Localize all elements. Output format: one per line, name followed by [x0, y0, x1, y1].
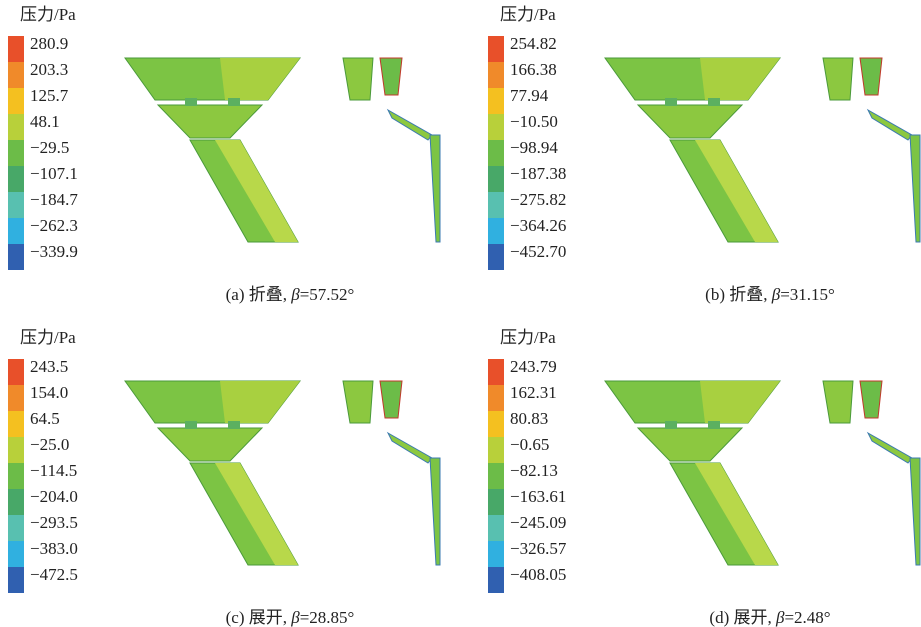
colorbar-label: 125.7 [30, 86, 69, 105]
colorbar-label: −275.82 [510, 190, 566, 209]
colorbar-label: −163.61 [510, 487, 566, 506]
colorbar-segment [8, 192, 24, 218]
colorbar-label: 254.82 [510, 34, 557, 53]
colorbar-label: −25.0 [30, 435, 69, 454]
legend-title: 压力/Pa [500, 5, 556, 24]
colorbar-segment [8, 437, 24, 463]
flow-field [125, 58, 440, 242]
colorbar-label: −383.0 [30, 539, 78, 558]
colorbar-segment [488, 244, 504, 270]
colorbar-segment [488, 385, 504, 411]
colorbar-label: 64.5 [30, 409, 60, 428]
colorbar-label: 243.79 [510, 357, 557, 376]
legend-title: 压力/Pa [20, 5, 76, 24]
colorbar-label: 77.94 [510, 86, 549, 105]
colorbar-label: −204.0 [30, 487, 78, 506]
colorbar-segment [488, 359, 504, 385]
colorbar-segment [8, 359, 24, 385]
caption: (a) 折叠, β=57.52° [226, 285, 355, 304]
caption-prefix: (a) 折叠, [226, 285, 292, 304]
flow-field [125, 381, 440, 565]
panel: 压力/Pa 243.5 154.0 64.5 −25.0 −114.5 −204.0 −293… [8, 328, 440, 627]
colorbar-segment [488, 114, 504, 140]
colorbar-label: −472.5 [30, 565, 78, 584]
colorbar-label: −408.05 [510, 565, 566, 584]
caption: (b) 折叠, β=31.15° [705, 285, 835, 304]
colorbar-label: 162.31 [510, 383, 557, 402]
colorbar-label: −82.13 [510, 461, 558, 480]
colorbar-segment [8, 489, 24, 515]
colorbar-label: −184.7 [30, 190, 78, 209]
colorbar-segment [488, 62, 504, 88]
colorbar-label: −339.9 [30, 242, 78, 261]
colorbar-segment [488, 489, 504, 515]
colorbar-label: −262.3 [30, 216, 78, 235]
colorbar-segment [8, 218, 24, 244]
caption-suffix: =2.48° [784, 608, 830, 627]
colorbar-segment [488, 411, 504, 437]
colorbar-segment [8, 411, 24, 437]
flow-field [605, 58, 920, 242]
colorbar-segment [488, 463, 504, 489]
colorbar-label: 80.83 [510, 409, 548, 428]
colorbar-segment [8, 385, 24, 411]
colorbar-segment [8, 140, 24, 166]
colorbar-label: −0.65 [510, 435, 549, 454]
colorbar-segment [8, 567, 24, 593]
colorbar-label: −364.26 [510, 216, 566, 235]
colorbar-segment [8, 88, 24, 114]
colorbar-label: 154.0 [30, 383, 68, 402]
panel: 压力/Pa 254.82 166.38 77.94 −10.50 −98.94 −187.3… [488, 5, 920, 304]
colorbar-segment [488, 218, 504, 244]
colorbar-label: 166.38 [510, 60, 557, 79]
colorbar-segment [488, 567, 504, 593]
panels: 压力/Pa 280.9 203.3 125.7 48.1 −29.5 −107.1 −184.… [8, 5, 920, 627]
caption: (d) 展开, β=2.48° [709, 608, 830, 627]
colorbar-segment [8, 62, 24, 88]
colorbar-label: 243.5 [30, 357, 68, 376]
colorbar-label: −187.38 [510, 164, 566, 183]
caption-prefix: (b) 折叠, [705, 285, 772, 304]
colorbar-segment [8, 114, 24, 140]
colorbar-segment [8, 36, 24, 62]
colorbar-label: −452.70 [510, 242, 566, 261]
caption-prefix: (c) 展开, [226, 608, 292, 627]
colorbar-label: 203.3 [30, 60, 68, 79]
caption-suffix: =31.15° [780, 285, 835, 304]
colorbar-label: −293.5 [30, 513, 78, 532]
caption-suffix: =57.52° [300, 285, 355, 304]
legend-title: 压力/Pa [500, 328, 556, 347]
colorbar-segment [488, 192, 504, 218]
panel: 压力/Pa 243.79 162.31 80.83 −0.65 −82.13 −163.61… [488, 328, 920, 627]
figure: 压力/Pa 280.9 203.3 125.7 48.1 −29.5 −107.1 −184.… [0, 0, 921, 627]
flow-field [605, 381, 920, 565]
colorbar-segment [8, 166, 24, 192]
colorbar-segment [488, 36, 504, 62]
caption: (c) 展开, β=28.85° [226, 608, 355, 627]
legend-title: 压力/Pa [20, 328, 76, 347]
colorbar-label: −326.57 [510, 539, 567, 558]
colorbar-label: −98.94 [510, 138, 558, 157]
colorbar-label: −107.1 [30, 164, 78, 183]
colorbar-segment [8, 515, 24, 541]
colorbar-label: 48.1 [30, 112, 60, 131]
colorbar-segment [488, 166, 504, 192]
colorbar-label: −245.09 [510, 513, 566, 532]
colorbar-segment [8, 244, 24, 270]
colorbar-label: 280.9 [30, 34, 68, 53]
colorbar-label: −10.50 [510, 112, 558, 131]
colorbar-segment [488, 515, 504, 541]
colorbar-segment [488, 88, 504, 114]
colorbar-segment [488, 541, 504, 567]
colorbar-label: −29.5 [30, 138, 69, 157]
colorbar-segment [8, 541, 24, 567]
caption-prefix: (d) 展开, [709, 608, 776, 627]
colorbar-label: −114.5 [30, 461, 77, 480]
colorbar-segment [8, 463, 24, 489]
colorbar-segment [488, 140, 504, 166]
panel: 压力/Pa 280.9 203.3 125.7 48.1 −29.5 −107.1 −184.… [8, 5, 440, 304]
caption-suffix: =28.85° [300, 608, 355, 627]
colorbar-segment [488, 437, 504, 463]
